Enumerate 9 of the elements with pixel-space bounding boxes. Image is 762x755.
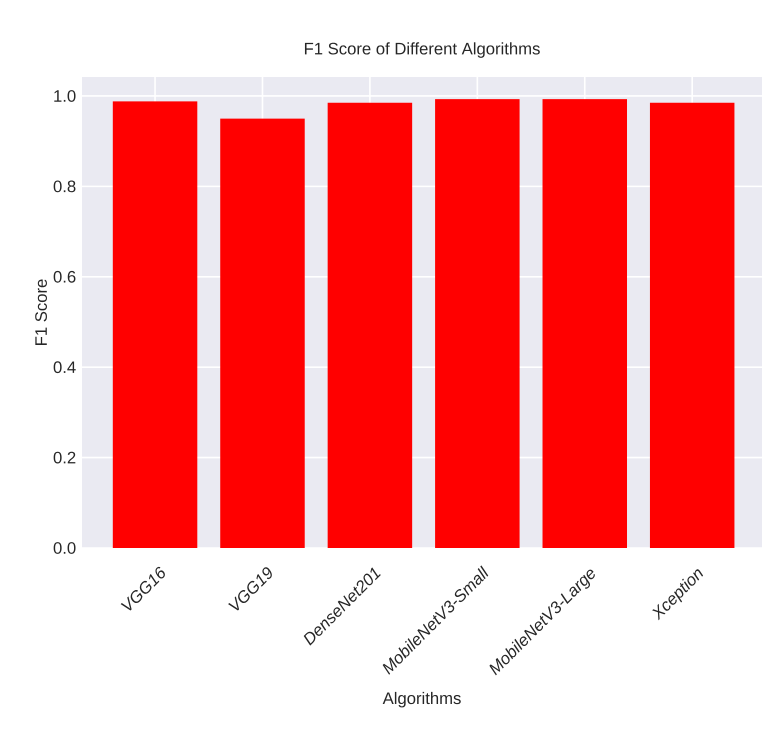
y-tick-label: 0.4 [54,361,76,374]
y-tick-label: 0.6 [54,270,76,283]
y-axis-title: F1 Score [35,279,47,345]
chart-title: F1 Score of Different Algorithms [304,42,540,58]
y-tick-label: 0.2 [54,452,76,464]
y-tick-label: 0.8 [54,180,76,192]
y-tick-label: 0.0 [54,542,76,554]
y-tick-label: 1.0 [54,90,76,102]
x-axis-title: Algorithms [382,692,461,708]
